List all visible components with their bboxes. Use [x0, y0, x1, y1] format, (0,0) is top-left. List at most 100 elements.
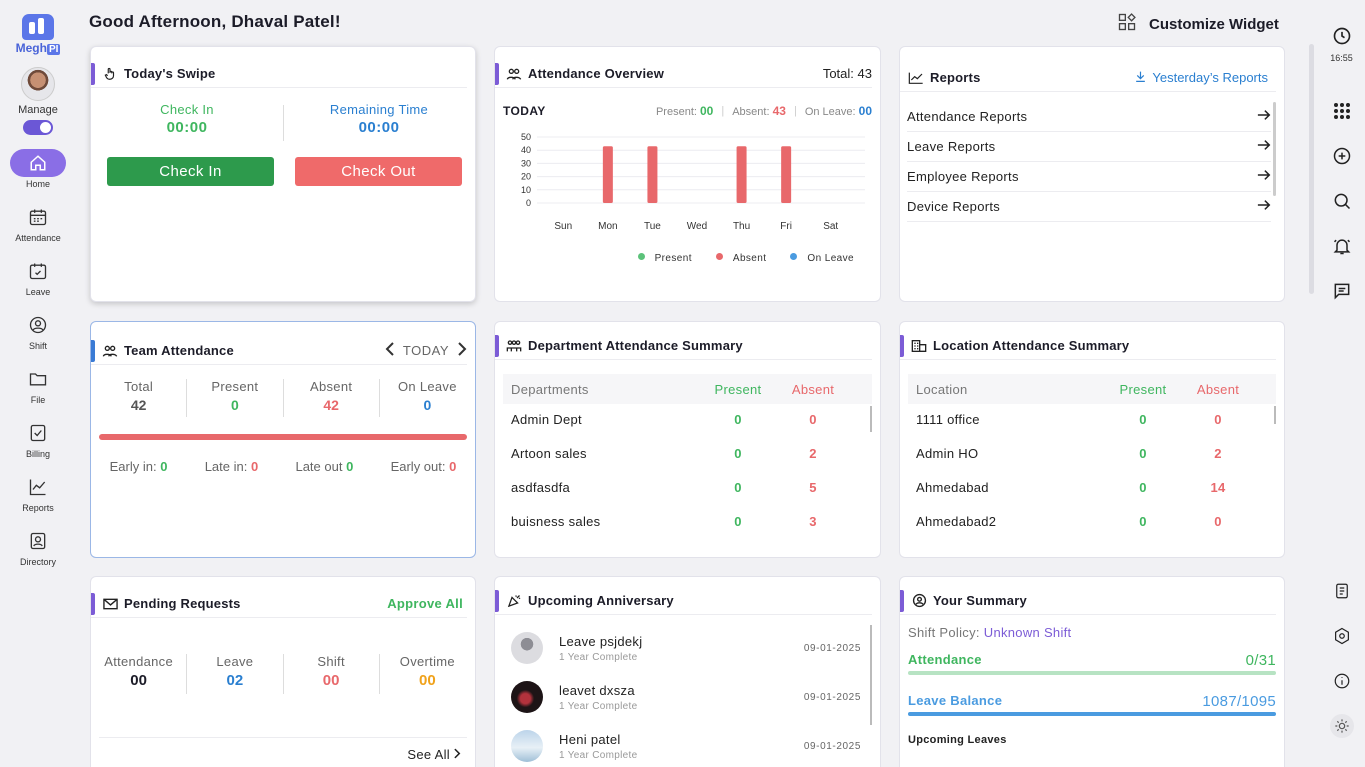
- yesterdays-reports-label: Yesterday’s Reports: [1152, 70, 1268, 85]
- see-all-link[interactable]: See All: [407, 747, 461, 762]
- your-summary-card: Your Summary Shift Policy: Unknown Shift…: [899, 576, 1285, 767]
- pending-attendance-stat[interactable]: Attendance 00: [91, 654, 188, 694]
- arrow-right-icon: [1257, 139, 1271, 154]
- legend-item[interactable]: On Leave: [790, 253, 854, 264]
- table-row: Admin HO 0 2: [916, 445, 1222, 461]
- theme-toggle-icon[interactable]: [1329, 714, 1354, 738]
- report-item-label: Employee Reports: [907, 169, 1019, 184]
- yesterdays-reports-link[interactable]: Yesterday’s Reports: [1134, 70, 1268, 86]
- x-tick-label: Wed: [687, 221, 707, 232]
- table-row: Ahmedabad 0 14: [916, 479, 1226, 495]
- department-icon: [506, 338, 522, 354]
- table-row: Admin Dept 0 0: [511, 411, 817, 427]
- widgets-icon: [1117, 12, 1137, 36]
- sidebar-item-leave[interactable]: Leave: [8, 257, 68, 297]
- upcoming-leaves-heading: Upcoming Leaves: [908, 734, 1007, 746]
- reports-scrollbar[interactable]: [1273, 102, 1276, 196]
- x-tick-label: Fri: [780, 221, 792, 232]
- document-icon[interactable]: [1330, 579, 1354, 603]
- report-item-leave[interactable]: Leave Reports: [907, 132, 1271, 162]
- list-item[interactable]: Leave psjdekj 1 Year Complete 09-01-2025: [511, 626, 861, 670]
- list-item[interactable]: leavet dxsza 1 Year Complete 09-01-2025: [511, 675, 861, 719]
- y-tick-label: 30: [521, 158, 531, 168]
- page-greeting: Good Afternoon, Dhaval Patel!: [89, 12, 341, 31]
- chart-line-icon: [10, 473, 66, 501]
- list-item[interactable]: Heni patel 1 Year Complete 09-01-2025: [511, 724, 861, 767]
- trend-chart-icon: [908, 70, 924, 86]
- attendance-bar-chart: 0 10 20 30 40 50 Sun Mon Tue Wed Thu Fri Sat: [521, 132, 865, 232]
- sidebar-item-file[interactable]: File: [8, 365, 68, 405]
- users-icon: [506, 66, 522, 82]
- present-label: Present:: [655, 106, 697, 118]
- legend-label: Absent: [732, 253, 767, 264]
- brand-logo[interactable]: Megh PI: [16, 14, 61, 55]
- pending-shift-stat[interactable]: Shift 00: [284, 654, 380, 694]
- clock-widget[interactable]: 16:55: [1330, 26, 1353, 63]
- pending-overtime-stat[interactable]: Overtime 00: [399, 654, 455, 689]
- today-label: TODAY: [503, 104, 546, 118]
- sidebar-item-reports[interactable]: Reports: [8, 473, 68, 513]
- sidebar-item-home[interactable]: Home: [8, 149, 68, 189]
- y-tick-label: 40: [521, 145, 531, 155]
- location-summary-card: Location Attendance Summary Location Pre…: [899, 321, 1285, 558]
- building-icon: [911, 338, 927, 354]
- team-absent-stat: Absent 42: [284, 379, 380, 417]
- table-row: Artoon sales 0 2: [511, 445, 817, 461]
- legend-item[interactable]: Absent: [715, 253, 767, 264]
- info-icon[interactable]: [1330, 669, 1354, 693]
- clock-time: 16:55: [1330, 53, 1353, 63]
- total-label: Total:: [822, 66, 854, 81]
- avatar: [511, 632, 543, 664]
- manage-toggle[interactable]: [23, 120, 53, 135]
- add-circle-icon[interactable]: [1330, 144, 1354, 168]
- report-item-employee[interactable]: Employee Reports: [907, 162, 1271, 192]
- legend-dot-icon: [637, 253, 645, 260]
- check-in-button[interactable]: Check In: [107, 157, 274, 186]
- page-scrollbar[interactable]: [1309, 44, 1314, 294]
- right-rail: 16:55: [1318, 0, 1365, 767]
- logo-mark-icon: [21, 14, 54, 40]
- sidebar-item-directory[interactable]: Directory: [8, 527, 68, 567]
- party-popper-icon: [506, 593, 522, 609]
- customize-widget-button[interactable]: Customize Widget: [1117, 12, 1279, 36]
- settings-icon[interactable]: [1330, 624, 1354, 648]
- chevron-left-icon[interactable]: [385, 342, 395, 359]
- report-item-attendance[interactable]: Attendance Reports: [907, 102, 1271, 132]
- sidebar-item-label: Reports: [22, 503, 54, 513]
- table-scrollbar[interactable]: [1274, 406, 1276, 424]
- check-out-button[interactable]: Check Out: [295, 157, 462, 186]
- sidebar-item-billing[interactable]: Billing: [8, 419, 68, 459]
- card-title: Upcoming Anniversary: [528, 593, 674, 608]
- arrow-right-icon: [1257, 109, 1271, 124]
- chevron-right-icon[interactable]: [457, 342, 467, 359]
- team-total-stat: Total 42: [91, 379, 188, 417]
- apps-grid-icon[interactable]: [1330, 99, 1354, 123]
- sidebar-item-shift[interactable]: Shift: [8, 311, 68, 351]
- approve-all-button[interactable]: Approve All: [387, 596, 463, 611]
- legend-item[interactable]: Present: [637, 253, 692, 264]
- pending-leave-stat[interactable]: Leave 02: [187, 654, 284, 694]
- avatar: [511, 681, 543, 713]
- search-icon[interactable]: [1330, 189, 1354, 213]
- report-item-device[interactable]: Device Reports: [907, 192, 1271, 222]
- billing-icon: [10, 419, 66, 447]
- table-scrollbar[interactable]: [870, 406, 872, 432]
- home-icon: [10, 149, 66, 177]
- reports-card: Reports Yesterday’s Reports Attendance R…: [899, 46, 1285, 302]
- hand-pointer-icon: [102, 66, 118, 82]
- table-row: Ahmedabad2 0 0: [916, 513, 1222, 529]
- chat-icon[interactable]: [1330, 279, 1354, 303]
- user-avatar[interactable]: [21, 67, 55, 101]
- list-scrollbar[interactable]: [870, 625, 872, 725]
- attendance-progress-bar: [908, 671, 1276, 675]
- period-label: TODAY: [402, 343, 449, 358]
- upcoming-anniversary-card: Upcoming Anniversary Leave psjdekj 1 Year…: [494, 576, 881, 767]
- notification-bell-icon[interactable]: [1330, 234, 1354, 258]
- team-leave-stat: On Leave 0: [397, 379, 457, 413]
- x-tick-label: Sun: [554, 221, 572, 232]
- report-item-label: Attendance Reports: [907, 109, 1028, 124]
- arrow-right-icon: [1257, 169, 1271, 184]
- sidebar-item-attendance[interactable]: Attendance: [8, 203, 68, 243]
- x-tick-label: Tue: [644, 221, 661, 232]
- sidebar-item-label: File: [30, 395, 46, 405]
